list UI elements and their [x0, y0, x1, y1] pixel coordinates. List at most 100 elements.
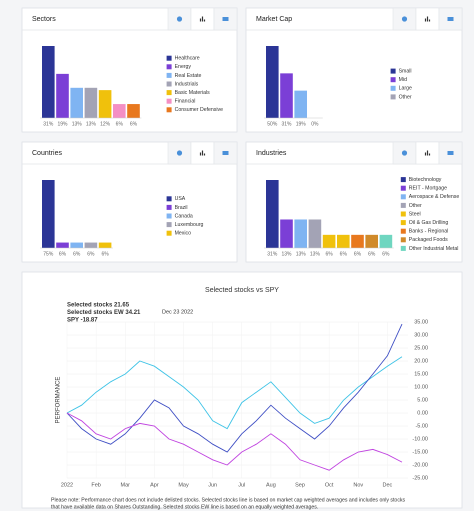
- legend-swatch: [400, 194, 406, 200]
- legend-label: Packaged Foods: [409, 237, 448, 243]
- pie-icon: [401, 150, 408, 156]
- value-label: 13%: [72, 121, 83, 127]
- bar-icon: [426, 150, 429, 156]
- bar: [365, 234, 378, 248]
- value-label: 6%: [130, 121, 138, 127]
- legend-label: Healthcare: [175, 56, 200, 62]
- legend-label: Aerospace & Defense: [409, 194, 460, 200]
- pie-icon: [176, 16, 183, 22]
- bar: [294, 219, 307, 248]
- y-axis-label: PERFORMANCE: [56, 377, 62, 424]
- legend-label: Small: [399, 68, 412, 74]
- legend-label: Brazil: [175, 205, 188, 211]
- x-tick-label: Jul: [238, 482, 245, 488]
- bar: [70, 87, 83, 118]
- value-label: 12%: [100, 121, 111, 127]
- x-tick-label: Apr: [150, 482, 159, 488]
- legend-swatch: [166, 107, 172, 113]
- bar: [84, 87, 98, 118]
- bar: [379, 234, 393, 248]
- legend-swatch: [400, 177, 406, 183]
- y-tick-label: -25.00: [412, 475, 428, 481]
- legend-swatch: [400, 245, 406, 251]
- bar: [56, 73, 69, 118]
- legend-label: Financial: [175, 99, 196, 105]
- legend-swatch: [166, 98, 172, 104]
- y-tick-label: 20.00: [414, 358, 428, 364]
- y-tick-label: 0.00: [417, 410, 428, 416]
- x-tick-label: May: [178, 482, 189, 488]
- legend-swatch: [400, 228, 406, 234]
- legend-label: Steel: [409, 211, 421, 217]
- legend-swatch: [390, 68, 396, 74]
- legend-label: Basic Materials: [175, 90, 211, 96]
- y-tick-label: -5.00: [415, 423, 428, 429]
- legend-swatch: [400, 237, 406, 243]
- pie-icon: [401, 16, 408, 22]
- legend-label: Other Industrial Metal: [409, 246, 459, 252]
- value-label: 0%: [311, 121, 319, 127]
- value-label: 6%: [382, 251, 390, 257]
- x-tick-label: Jun: [208, 482, 217, 488]
- x-tick-label: Nov: [353, 482, 363, 488]
- legend-label: Selected stocks EW 34.21: [67, 310, 141, 316]
- legend-swatch: [390, 77, 396, 83]
- bar-icon: [428, 19, 431, 22]
- y-tick-label: 5.00: [417, 397, 428, 403]
- bar: [308, 219, 322, 248]
- y-tick-label: -10.00: [412, 436, 428, 442]
- y-tick-label: 30.00: [414, 332, 428, 338]
- legend-swatch: [390, 85, 396, 91]
- legend-swatch: [390, 94, 396, 100]
- bar: [98, 90, 112, 118]
- chart-title: Selected stocks vs SPY: [205, 287, 279, 294]
- y-tick-label: 15.00: [414, 371, 428, 377]
- bar-icon: [424, 18, 427, 22]
- bar-icon: [201, 16, 204, 22]
- legend-label: Selected stocks 21.65: [67, 303, 130, 309]
- value-label: 13%: [281, 251, 292, 257]
- legend-label: Mid: [399, 77, 407, 83]
- bar: [70, 242, 83, 248]
- bar: [280, 219, 293, 248]
- bar: [56, 242, 69, 248]
- x-tick-label: Mar: [121, 482, 131, 488]
- legend-swatch: [166, 222, 172, 228]
- table-icon: [447, 17, 454, 21]
- bar: [294, 90, 307, 118]
- legend-label: Other: [399, 94, 412, 100]
- y-tick-label: 25.00: [414, 345, 428, 351]
- legend-label: Banks - Regional: [409, 229, 449, 235]
- value-label: 6%: [116, 121, 124, 127]
- legend-swatch: [400, 185, 406, 191]
- x-tick-label: Oct: [325, 482, 334, 488]
- bar: [266, 180, 279, 248]
- bar-icon: [424, 152, 427, 156]
- value-label: 75%: [43, 251, 54, 257]
- date-label: Dec 23 2022: [162, 309, 193, 315]
- legend-label: Biotechnology: [409, 177, 442, 183]
- panel-title: Sectors: [32, 16, 56, 23]
- legend-swatch: [166, 64, 172, 70]
- bar: [337, 234, 350, 248]
- legend-swatch: [166, 204, 172, 210]
- legend-swatch: [166, 230, 172, 236]
- legend-label: Large: [399, 86, 412, 92]
- value-label: 6%: [368, 251, 376, 257]
- value-label: 6%: [101, 251, 109, 257]
- legend-label: Luxembourg: [175, 222, 204, 228]
- bar-icon: [203, 19, 206, 22]
- series-line: [66, 412, 403, 471]
- bar: [42, 46, 55, 118]
- legend-swatch: [166, 81, 172, 87]
- value-label: 6%: [354, 251, 362, 257]
- legend-label: Canada: [175, 213, 193, 219]
- y-tick-label: 10.00: [414, 384, 428, 390]
- x-tick-label: 2022: [61, 482, 73, 488]
- bar: [351, 234, 364, 248]
- x-tick-label: Sep: [295, 482, 305, 488]
- value-label: 13%: [86, 121, 97, 127]
- panel-title: Countries: [32, 150, 62, 157]
- bar-icon: [428, 153, 431, 156]
- value-label: 19%: [296, 121, 307, 127]
